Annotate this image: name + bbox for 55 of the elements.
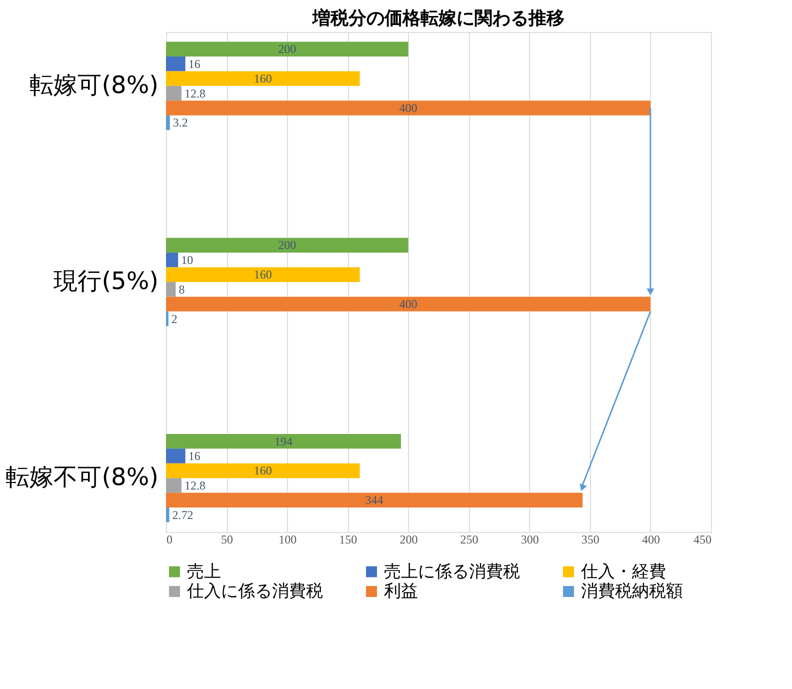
data-label: 160 [254,464,272,478]
data-label: 400 [399,297,418,312]
bar [166,100,650,116]
bar [166,507,170,522]
data-label: 12.8 [184,86,206,100]
bar [166,56,186,72]
data-label: 10 [181,252,194,267]
x-tick-label: 0 [166,532,172,546]
data-label: 12.8 [184,478,206,492]
data-label: 344 [365,493,384,508]
chart-title: 増税分の価格転嫁に関わる推移 [312,7,564,29]
x-tick-label: 100 [278,532,297,546]
bar [166,282,176,297]
y-tick-label: 現行(5%) [54,267,158,295]
bar [166,71,360,86]
legend-label: 売上に係る消費税 [384,562,520,582]
data-label: 400 [399,100,418,115]
legend-label: 仕入に係る消費税 [186,582,323,602]
bar [166,267,360,282]
x-tick-label: 150 [339,532,358,546]
bar [166,463,360,478]
bar [166,42,408,57]
x-tick-label: 200 [400,532,418,546]
y-tick-label: 転嫁可(8%) [30,70,158,99]
data-label: 160 [254,72,272,86]
data-label: 194 [274,434,292,448]
x-tick-label: 450 [694,532,712,546]
x-tick-label: 350 [581,532,600,546]
data-label: 16 [188,449,200,464]
x-tick-label: 50 [221,532,234,546]
x-tick-label: 250 [460,532,478,546]
legend-label: 売上 [187,562,221,582]
bar [166,478,182,493]
bar [166,252,178,268]
y-tick-label: 転嫁不可(8%) [6,463,158,492]
bar [166,115,170,130]
data-label: 8 [178,282,185,296]
data-label: 3.2 [172,116,188,130]
data-label: 200 [278,42,296,56]
bar [166,86,182,101]
data-label: 2.72 [172,508,194,522]
bar [166,492,583,508]
legend-label: 消費税納税額 [581,582,683,602]
legend-label: 仕入・経費 [580,562,666,582]
bar [166,296,650,312]
x-tick-label: 400 [642,532,660,546]
x-tick-label: 300 [520,532,539,546]
data-label: 160 [254,268,272,282]
bar [166,238,408,253]
data-label: 2 [171,312,178,326]
legend-label: 利益 [384,582,418,602]
data-label: 16 [188,56,200,71]
data-label: 200 [278,238,296,252]
bar [166,448,186,464]
bar [166,434,401,449]
